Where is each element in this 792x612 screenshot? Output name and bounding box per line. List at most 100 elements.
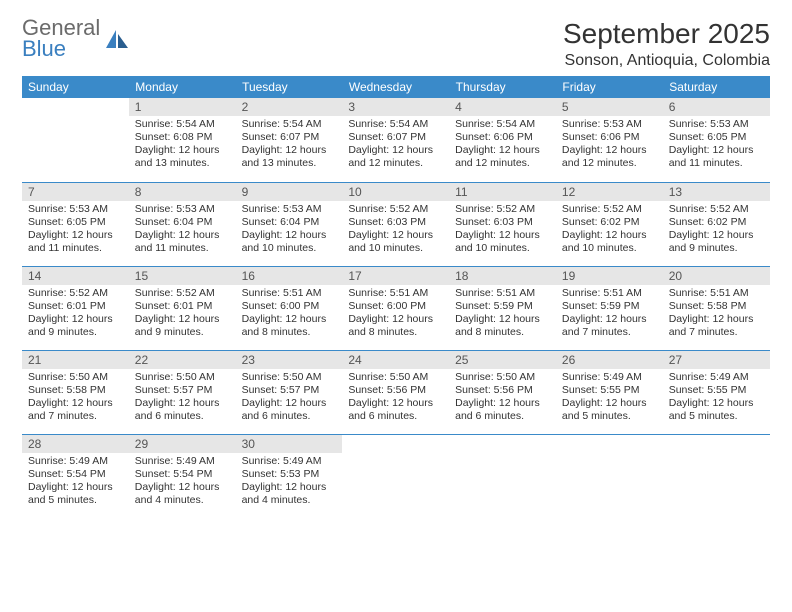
day-number: 28	[22, 435, 129, 453]
day-details: Sunrise: 5:49 AMSunset: 5:54 PMDaylight:…	[22, 453, 129, 512]
calendar-cell: 19Sunrise: 5:51 AMSunset: 5:59 PMDayligh…	[556, 266, 663, 350]
calendar-cell	[342, 434, 449, 518]
daylight-line: Daylight: 12 hours and 11 minutes.	[28, 229, 123, 255]
location-text: Sonson, Antioquia, Colombia	[563, 52, 770, 70]
weekday-header: Thursday	[449, 76, 556, 98]
day-details: Sunrise: 5:53 AMSunset: 6:04 PMDaylight:…	[236, 201, 343, 260]
day-number: 8	[129, 183, 236, 201]
sunrise-line: Sunrise: 5:52 AM	[562, 203, 657, 216]
sunrise-line: Sunrise: 5:53 AM	[562, 118, 657, 131]
daylight-line: Daylight: 12 hours and 12 minutes.	[455, 144, 550, 170]
day-details: Sunrise: 5:53 AMSunset: 6:04 PMDaylight:…	[129, 201, 236, 260]
brand-sail-icon	[104, 28, 130, 50]
sunset-line: Sunset: 6:02 PM	[562, 216, 657, 229]
day-details: Sunrise: 5:54 AMSunset: 6:07 PMDaylight:…	[236, 116, 343, 175]
calendar-cell: 14Sunrise: 5:52 AMSunset: 6:01 PMDayligh…	[22, 266, 129, 350]
weekday-header: Sunday	[22, 76, 129, 98]
sunrise-line: Sunrise: 5:51 AM	[242, 287, 337, 300]
weekday-header: Friday	[556, 76, 663, 98]
day-details: Sunrise: 5:51 AMSunset: 5:59 PMDaylight:…	[449, 285, 556, 344]
calendar-cell: 27Sunrise: 5:49 AMSunset: 5:55 PMDayligh…	[663, 350, 770, 434]
sunset-line: Sunset: 6:07 PM	[242, 131, 337, 144]
sunrise-line: Sunrise: 5:53 AM	[669, 118, 764, 131]
sunrise-line: Sunrise: 5:51 AM	[455, 287, 550, 300]
sunset-line: Sunset: 5:58 PM	[28, 384, 123, 397]
daylight-line: Daylight: 12 hours and 7 minutes.	[28, 397, 123, 423]
calendar-cell: 23Sunrise: 5:50 AMSunset: 5:57 PMDayligh…	[236, 350, 343, 434]
day-details: Sunrise: 5:50 AMSunset: 5:57 PMDaylight:…	[129, 369, 236, 428]
calendar-week: 14Sunrise: 5:52 AMSunset: 6:01 PMDayligh…	[22, 266, 770, 350]
day-details: Sunrise: 5:53 AMSunset: 6:05 PMDaylight:…	[663, 116, 770, 175]
calendar-cell: 20Sunrise: 5:51 AMSunset: 5:58 PMDayligh…	[663, 266, 770, 350]
daylight-line: Daylight: 12 hours and 4 minutes.	[242, 481, 337, 507]
sunrise-line: Sunrise: 5:49 AM	[135, 455, 230, 468]
day-number: 5	[556, 98, 663, 116]
sunset-line: Sunset: 6:03 PM	[348, 216, 443, 229]
day-number	[22, 98, 129, 116]
day-details: Sunrise: 5:53 AMSunset: 6:05 PMDaylight:…	[22, 201, 129, 260]
day-number: 10	[342, 183, 449, 201]
day-details: Sunrise: 5:52 AMSunset: 6:03 PMDaylight:…	[449, 201, 556, 260]
daylight-line: Daylight: 12 hours and 8 minutes.	[455, 313, 550, 339]
day-number: 11	[449, 183, 556, 201]
sunrise-line: Sunrise: 5:51 AM	[669, 287, 764, 300]
sunset-line: Sunset: 5:56 PM	[455, 384, 550, 397]
calendar-cell: 6Sunrise: 5:53 AMSunset: 6:05 PMDaylight…	[663, 98, 770, 182]
day-number: 26	[556, 351, 663, 369]
calendar-cell	[663, 434, 770, 518]
day-number: 14	[22, 267, 129, 285]
sunset-line: Sunset: 6:05 PM	[669, 131, 764, 144]
calendar-cell: 7Sunrise: 5:53 AMSunset: 6:05 PMDaylight…	[22, 182, 129, 266]
day-number: 19	[556, 267, 663, 285]
day-details: Sunrise: 5:54 AMSunset: 6:06 PMDaylight:…	[449, 116, 556, 175]
calendar-cell	[556, 434, 663, 518]
day-number: 23	[236, 351, 343, 369]
sunset-line: Sunset: 6:04 PM	[242, 216, 337, 229]
calendar-body: 1Sunrise: 5:54 AMSunset: 6:08 PMDaylight…	[22, 98, 770, 518]
daylight-line: Daylight: 12 hours and 10 minutes.	[455, 229, 550, 255]
sunset-line: Sunset: 5:53 PM	[242, 468, 337, 481]
sunset-line: Sunset: 5:57 PM	[242, 384, 337, 397]
daylight-line: Daylight: 12 hours and 5 minutes.	[669, 397, 764, 423]
day-details: Sunrise: 5:51 AMSunset: 5:59 PMDaylight:…	[556, 285, 663, 344]
day-number: 20	[663, 267, 770, 285]
calendar-week: 21Sunrise: 5:50 AMSunset: 5:58 PMDayligh…	[22, 350, 770, 434]
calendar-cell: 22Sunrise: 5:50 AMSunset: 5:57 PMDayligh…	[129, 350, 236, 434]
calendar-cell: 2Sunrise: 5:54 AMSunset: 6:07 PMDaylight…	[236, 98, 343, 182]
day-details: Sunrise: 5:49 AMSunset: 5:55 PMDaylight:…	[556, 369, 663, 428]
daylight-line: Daylight: 12 hours and 9 minutes.	[28, 313, 123, 339]
day-number: 21	[22, 351, 129, 369]
sunset-line: Sunset: 5:57 PM	[135, 384, 230, 397]
day-number: 17	[342, 267, 449, 285]
sunset-line: Sunset: 6:00 PM	[242, 300, 337, 313]
daylight-line: Daylight: 12 hours and 10 minutes.	[562, 229, 657, 255]
sunrise-line: Sunrise: 5:50 AM	[135, 371, 230, 384]
day-details: Sunrise: 5:50 AMSunset: 5:58 PMDaylight:…	[22, 369, 129, 428]
calendar-cell: 15Sunrise: 5:52 AMSunset: 6:01 PMDayligh…	[129, 266, 236, 350]
sunrise-line: Sunrise: 5:49 AM	[562, 371, 657, 384]
day-number: 7	[22, 183, 129, 201]
calendar-cell: 18Sunrise: 5:51 AMSunset: 5:59 PMDayligh…	[449, 266, 556, 350]
calendar-cell: 28Sunrise: 5:49 AMSunset: 5:54 PMDayligh…	[22, 434, 129, 518]
calendar-cell: 17Sunrise: 5:51 AMSunset: 6:00 PMDayligh…	[342, 266, 449, 350]
day-number: 27	[663, 351, 770, 369]
daylight-line: Daylight: 12 hours and 8 minutes.	[242, 313, 337, 339]
sunrise-line: Sunrise: 5:52 AM	[28, 287, 123, 300]
day-details: Sunrise: 5:51 AMSunset: 6:00 PMDaylight:…	[342, 285, 449, 344]
calendar-week: 1Sunrise: 5:54 AMSunset: 6:08 PMDaylight…	[22, 98, 770, 182]
day-details: Sunrise: 5:49 AMSunset: 5:54 PMDaylight:…	[129, 453, 236, 512]
daylight-line: Daylight: 12 hours and 10 minutes.	[242, 229, 337, 255]
sunrise-line: Sunrise: 5:50 AM	[348, 371, 443, 384]
daylight-line: Daylight: 12 hours and 12 minutes.	[562, 144, 657, 170]
brand-text: General Blue	[22, 18, 100, 60]
daylight-line: Daylight: 12 hours and 4 minutes.	[135, 481, 230, 507]
sunrise-line: Sunrise: 5:53 AM	[242, 203, 337, 216]
calendar-cell: 8Sunrise: 5:53 AMSunset: 6:04 PMDaylight…	[129, 182, 236, 266]
day-details: Sunrise: 5:49 AMSunset: 5:55 PMDaylight:…	[663, 369, 770, 428]
daylight-line: Daylight: 12 hours and 9 minutes.	[135, 313, 230, 339]
daylight-line: Daylight: 12 hours and 11 minutes.	[669, 144, 764, 170]
sunset-line: Sunset: 5:54 PM	[28, 468, 123, 481]
sunset-line: Sunset: 5:55 PM	[669, 384, 764, 397]
day-details: Sunrise: 5:52 AMSunset: 6:02 PMDaylight:…	[663, 201, 770, 260]
sunset-line: Sunset: 6:00 PM	[348, 300, 443, 313]
